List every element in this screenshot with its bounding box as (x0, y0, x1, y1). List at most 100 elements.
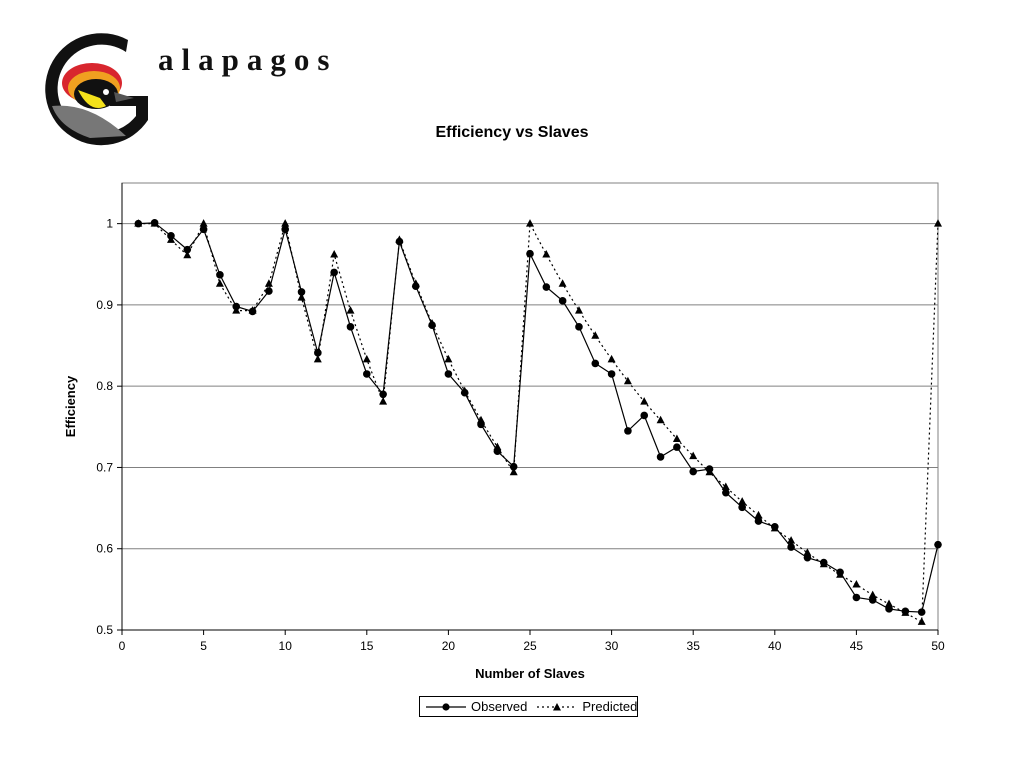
point-predicted (656, 415, 665, 424)
point-predicted (868, 590, 877, 599)
point-observed (248, 307, 257, 316)
x-axis-label: Number of Slaves (475, 666, 585, 681)
point-observed (265, 287, 273, 295)
point-predicted (689, 451, 698, 460)
galapagos-logo-icon: alapagos (45, 33, 337, 146)
point-predicted (379, 397, 388, 405)
point-observed (542, 283, 551, 291)
axes: 0.50.60.70.80.910 5 10 15 20 25 30 35 40 45 50 (96, 183, 945, 653)
point-observed (526, 249, 534, 258)
point-observed (558, 297, 567, 305)
point-observed (705, 465, 714, 473)
point-predicted (313, 354, 322, 363)
point-predicted (509, 467, 518, 476)
point-predicted (623, 376, 632, 385)
point-predicted (346, 306, 355, 314)
point-predicted (721, 482, 730, 490)
point-observed (509, 462, 518, 471)
series-line-predicted (138, 221, 939, 623)
series-layer (134, 219, 942, 625)
x-tick-label: 45 (850, 639, 864, 653)
point-observed (330, 268, 338, 277)
point-predicted (591, 331, 600, 339)
point-predicted (526, 219, 534, 227)
grid-lines (122, 223, 938, 550)
point-predicted (215, 279, 224, 287)
point-observed (787, 543, 795, 551)
point-predicted (917, 617, 926, 625)
point-predicted (640, 397, 649, 405)
y-tick-label: 0.6 (96, 542, 113, 556)
legend-label-predicted: Predicted (582, 699, 638, 714)
y-tick-label: 1 (106, 217, 113, 231)
point-observed (607, 370, 616, 378)
point-observed (673, 443, 681, 451)
point-predicted (607, 354, 616, 363)
point-predicted (738, 497, 747, 505)
predicted-swatch-icon (537, 702, 578, 710)
point-predicted (754, 510, 763, 519)
point-predicted (558, 279, 567, 287)
point-observed (411, 282, 420, 291)
logo-wordmark: alapagos (158, 42, 337, 77)
point-observed (444, 370, 453, 378)
x-tick-label: 25 (523, 639, 537, 653)
point-observed (477, 420, 485, 429)
point-observed (134, 219, 143, 228)
point-observed (460, 388, 469, 397)
point-predicted (330, 250, 339, 258)
chart-legend: Observed Predicted (419, 696, 638, 717)
point-predicted (803, 548, 812, 556)
point-observed (314, 349, 322, 357)
y-axis-label: Efficiency (63, 375, 78, 437)
point-predicted (281, 219, 290, 227)
chart-title: Efficiency vs Slaves (435, 124, 589, 141)
point-predicted (199, 219, 208, 227)
point-observed (836, 568, 844, 577)
point-observed (493, 447, 502, 456)
point-predicted (362, 354, 371, 363)
x-tick-label: 35 (687, 639, 701, 653)
point-observed (771, 522, 779, 531)
point-observed (346, 323, 355, 331)
x-tick-label: 0 (119, 639, 126, 653)
x-tick-label: 50 (931, 639, 945, 653)
point-observed (575, 323, 583, 331)
point-observed (803, 553, 812, 562)
point-observed (167, 232, 175, 240)
y-tick-label: 0.8 (96, 379, 113, 393)
point-predicted (852, 580, 861, 588)
point-observed (754, 517, 763, 525)
point-observed (852, 593, 861, 602)
legend-item-observed: Observed (426, 699, 527, 714)
point-predicted (885, 599, 893, 607)
point-observed (281, 225, 290, 234)
x-tick-label: 15 (360, 639, 374, 653)
point-observed (363, 370, 371, 378)
observed-swatch-icon (426, 702, 466, 711)
point-observed (917, 608, 926, 616)
point-observed (722, 488, 730, 497)
point-observed (591, 359, 600, 368)
x-tick-label: 30 (605, 639, 619, 653)
point-predicted (672, 434, 681, 442)
legend-label-observed: Observed (471, 699, 528, 714)
legend-item-predicted: Predicted (537, 699, 637, 714)
y-tick-label: 0.7 (96, 460, 113, 474)
point-observed (689, 467, 697, 476)
point-observed (901, 607, 910, 616)
point-observed (738, 503, 746, 512)
point-observed (624, 427, 632, 435)
point-predicted (934, 219, 942, 227)
point-observed (640, 411, 649, 420)
point-observed (297, 288, 306, 296)
y-tick-label: 0.9 (96, 298, 113, 312)
point-predicted (542, 250, 551, 258)
x-tick-label: 10 (279, 639, 293, 653)
series-line-observed (138, 222, 939, 613)
point-observed (216, 271, 224, 279)
x-tick-label: 40 (768, 639, 782, 653)
point-observed (934, 540, 942, 549)
y-tick-label: 0.5 (96, 623, 113, 637)
point-observed (885, 605, 893, 613)
